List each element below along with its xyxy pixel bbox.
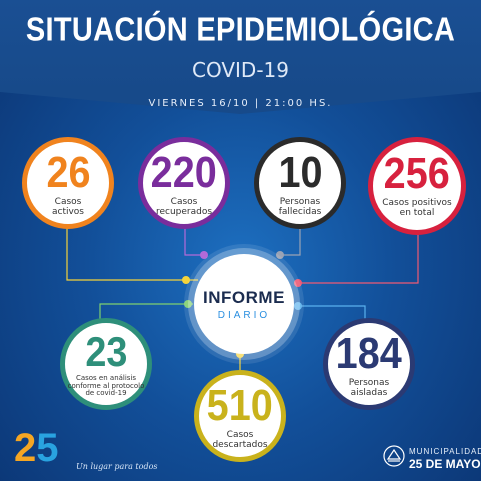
stat-personas-fallecidas: 10 Personas fallecidas — [254, 137, 346, 229]
stat-label: recuperados — [155, 206, 213, 217]
stat-label: fallecidas — [278, 206, 322, 217]
stat-casos-descartados: 510 Casos descartados — [194, 370, 286, 462]
stat-value: 23 — [84, 328, 128, 375]
stat-value: 10 — [277, 148, 323, 197]
stat-label: Casos — [170, 197, 198, 207]
stat-value: 220 — [150, 148, 218, 197]
stat-label: de covid-19 — [85, 389, 127, 398]
stat-casos-recuperados: 220 Casos recuperados — [138, 137, 230, 229]
dot-aisladas — [294, 302, 302, 310]
stat-value: 510 — [206, 381, 274, 430]
stat-label: Casos — [226, 430, 254, 440]
logo-digit: 5 — [36, 426, 59, 470]
municipality-label: MUNICIPALIDAD — [409, 447, 481, 456]
stat-label: conforme al protocolo — [67, 381, 145, 390]
line-activos — [66, 205, 198, 281]
stat-label: Casos — [54, 197, 82, 207]
center-subtitle: DIARIO — [217, 309, 271, 321]
stat-label: activos — [51, 206, 84, 217]
stat-label: descartados — [212, 439, 268, 450]
logo-25: 25 — [14, 428, 59, 468]
stat-value: 26 — [45, 148, 91, 197]
page-subtitle: COVID-19 — [191, 58, 289, 82]
municipal-emblem-icon — [383, 445, 405, 467]
slogan: Un lugar para todos — [76, 462, 158, 471]
informe-diario-badge: INFORME DIARIO — [194, 254, 294, 354]
dot-recuperados — [200, 251, 208, 259]
stat-label: en total — [399, 207, 435, 218]
center-title: INFORME — [203, 287, 285, 307]
municipality-name: 25 DE MAYO — [409, 457, 481, 471]
dot-fallecidas — [276, 251, 284, 259]
stat-personas-aisladas: 184 Personas aisladas — [323, 318, 415, 410]
header-tip — [0, 92, 481, 114]
dot-activos — [182, 276, 190, 284]
stat-casos-en-analisis: 23 Casos en análisis conforme al protoco… — [60, 318, 152, 410]
logo-digit: 2 — [14, 426, 37, 470]
dot-positivos — [294, 279, 302, 287]
stat-label: Casos en análisis — [75, 374, 137, 382]
stat-label: Casos positivos — [382, 198, 452, 208]
date-line: VIERNES 16/10 | 21:00 HS. — [148, 98, 333, 109]
stat-value: 256 — [383, 149, 451, 198]
stat-label: aisladas — [350, 387, 388, 398]
dot-descartados — [236, 350, 244, 358]
page-title: SITUACIÓN EPIDEMIOLÓGICA — [25, 11, 456, 49]
stat-casos-positivos: 256 Casos positivos en total — [368, 137, 466, 235]
dot-analisis — [184, 300, 192, 308]
stat-label: Personas — [279, 197, 321, 207]
header-band — [0, 0, 481, 92]
stat-value: 184 — [335, 329, 403, 378]
stat-label: Personas — [348, 378, 390, 388]
stat-casos-activos: 26 Casos activos — [22, 137, 114, 229]
